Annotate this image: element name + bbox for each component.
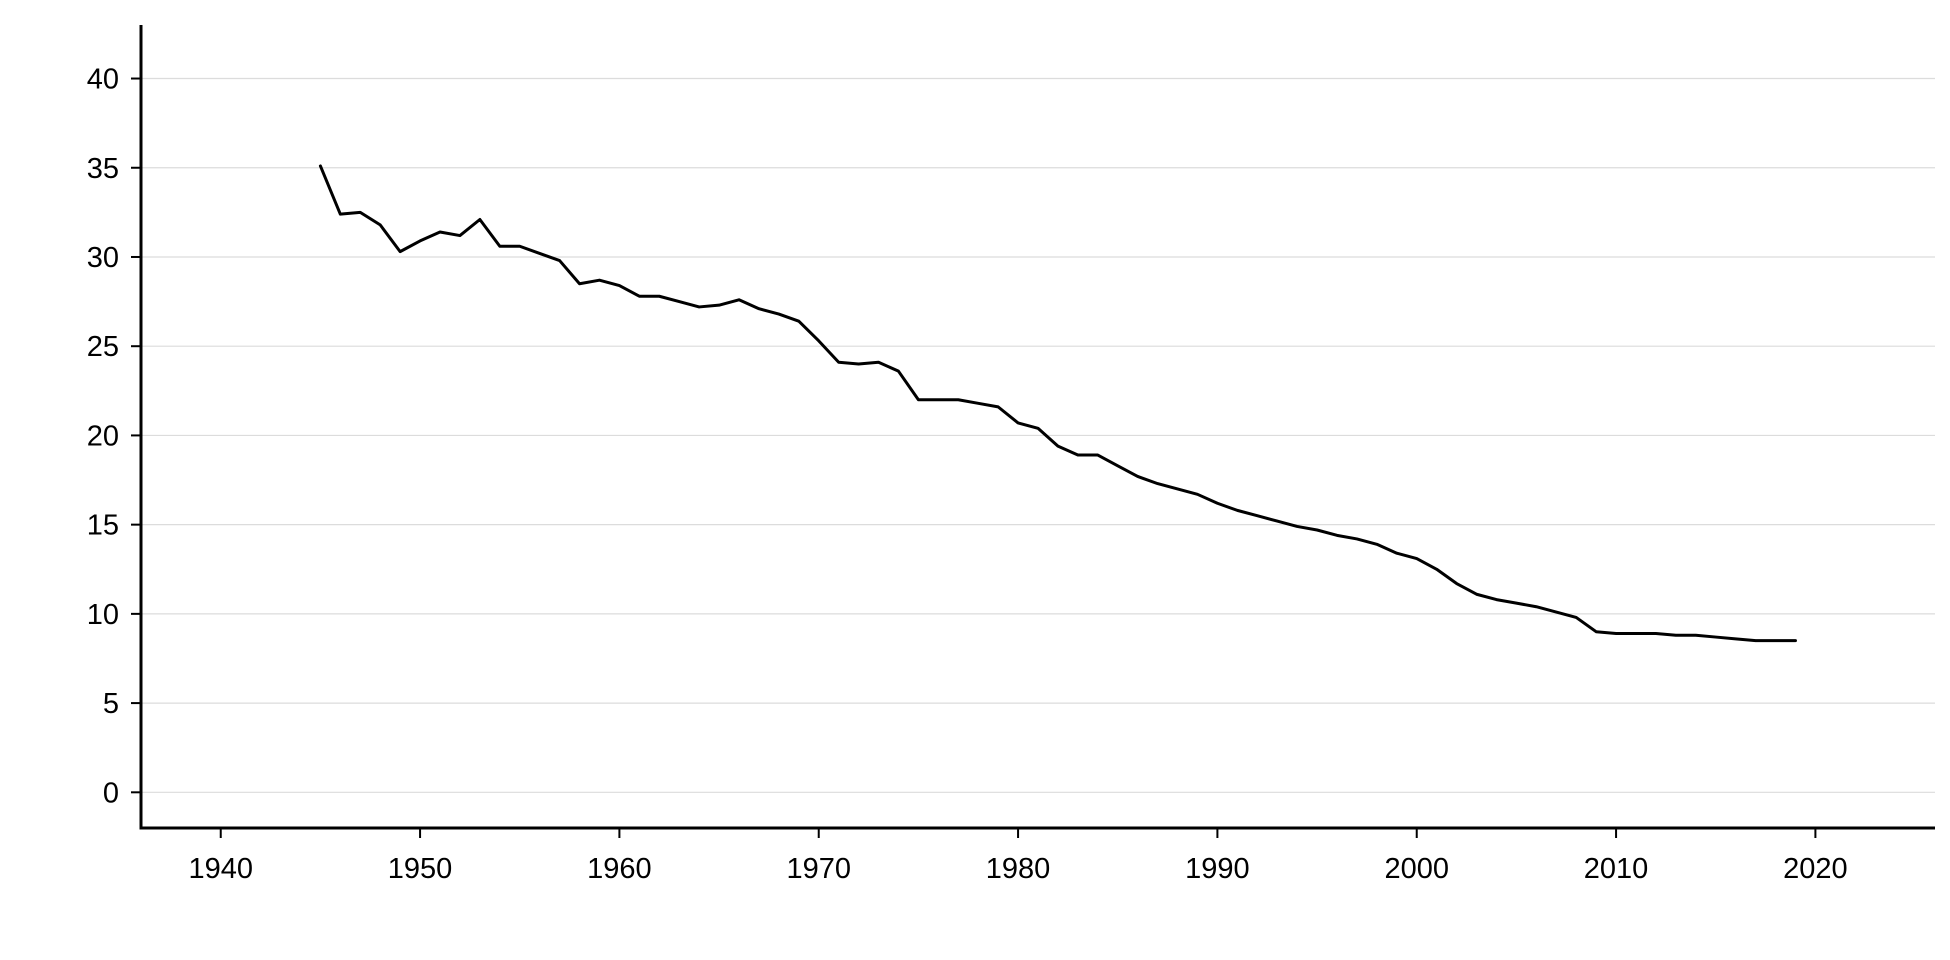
y-tick-label-0: 0: [103, 777, 119, 809]
gridlines: [141, 77, 1935, 793]
x-tick-label-1940: 1940: [188, 853, 253, 885]
x-tick-label-1960: 1960: [587, 853, 652, 885]
x-tick-label-1990: 1990: [1185, 853, 1250, 885]
y-tick-label-20: 20: [87, 420, 119, 452]
series-line: [318, 164, 1797, 643]
x-axis-ticks: 1940 1950 1960 1970 1980 1990 2000 2010 2020: [188, 828, 1848, 885]
y-tick-label-10: 10: [87, 599, 119, 631]
x-tick-label-2010: 2010: [1584, 853, 1649, 885]
x-tick-label-2020: 2020: [1783, 853, 1848, 885]
x-tick-label-2000: 2000: [1384, 853, 1449, 885]
y-tick-label-30: 30: [87, 242, 119, 274]
y-tick-label-15: 15: [87, 510, 119, 542]
y-tick-label-25: 25: [87, 331, 119, 363]
y-tick-label-35: 35: [87, 153, 119, 185]
data-points: [320, 166, 1795, 641]
y-axis-ticks: 0 5 10 15 20 25 30 35 40: [87, 64, 141, 809]
y-tick-label-40: 40: [87, 64, 119, 96]
x-tick-label-1970: 1970: [786, 853, 851, 885]
x-tick-label-1980: 1980: [986, 853, 1051, 885]
x-tick-label-1950: 1950: [388, 853, 453, 885]
y-tick-label-5: 5: [103, 688, 119, 720]
